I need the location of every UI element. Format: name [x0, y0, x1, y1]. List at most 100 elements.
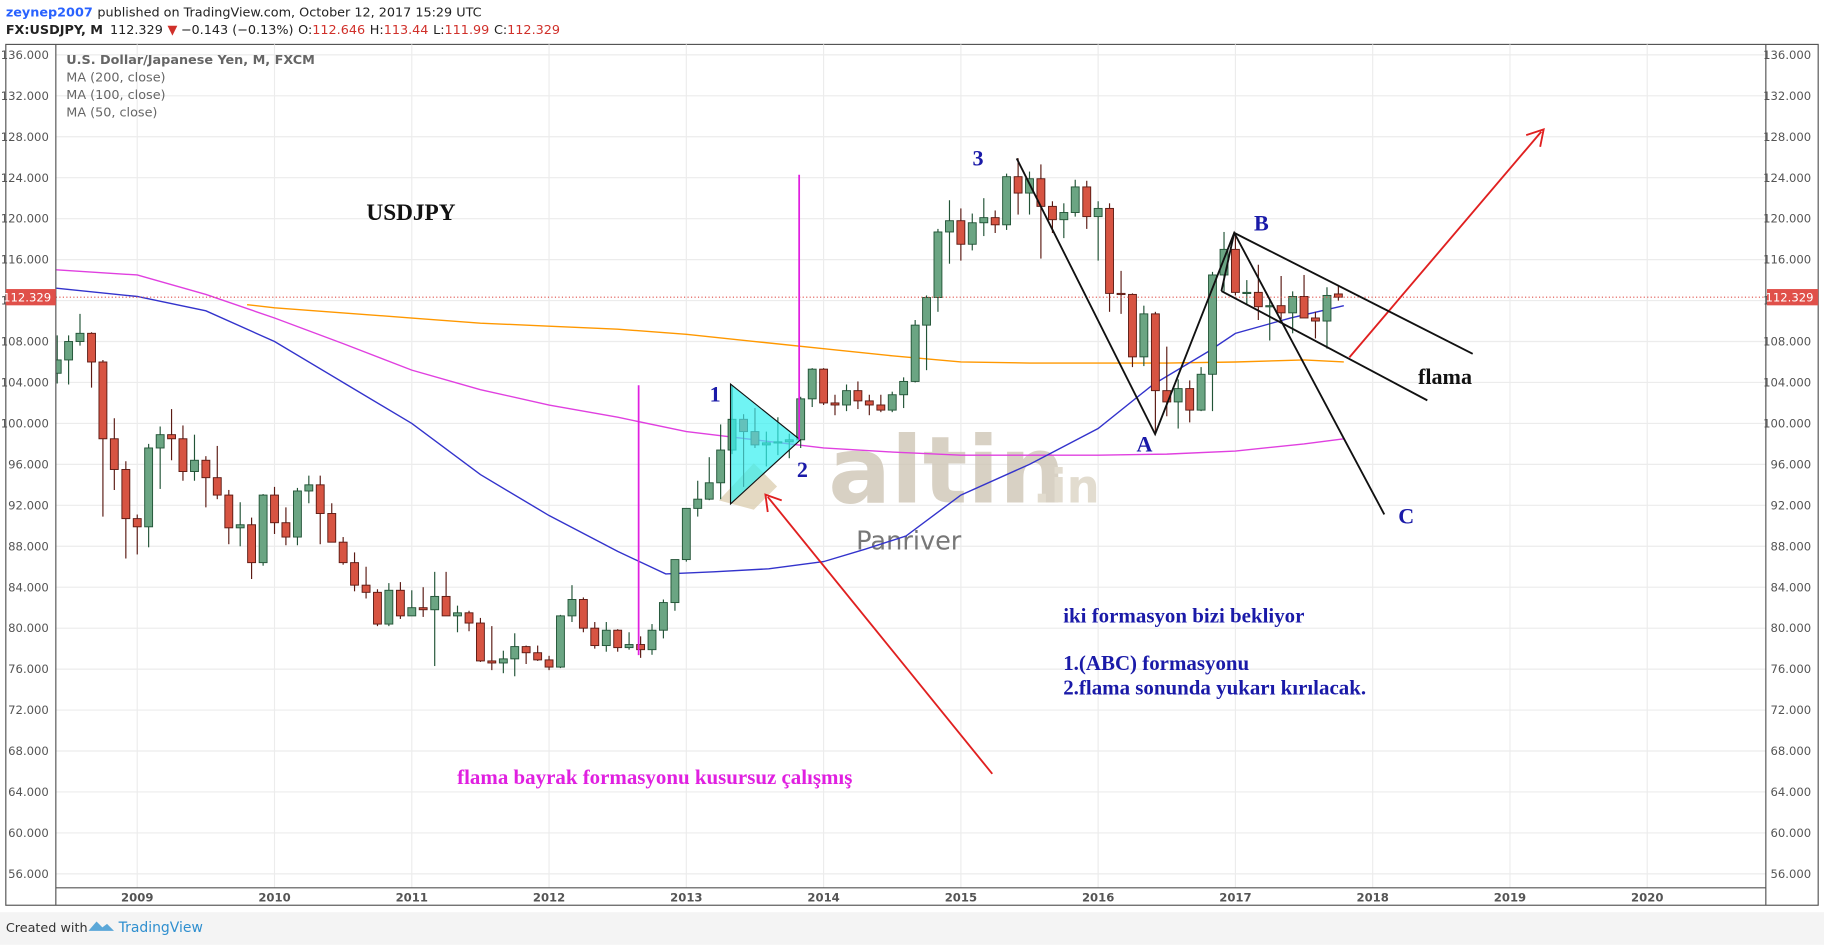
y-tick-label: 128.000 — [1, 130, 49, 144]
x-tick-label: 2019 — [1494, 891, 1526, 905]
x-tick-label: 2015 — [945, 891, 977, 905]
y-tick-label: 132.000 — [1763, 89, 1811, 103]
y-tick-label: 88.000 — [1771, 539, 1812, 553]
wave-label: C — [1398, 504, 1414, 529]
x-tick-label: 2018 — [1357, 891, 1389, 905]
x-tick-label: 2020 — [1631, 891, 1663, 905]
candle-body — [430, 595, 440, 611]
candle-body — [1299, 296, 1309, 319]
candle-body — [624, 644, 634, 649]
pennant-triangle — [729, 382, 802, 506]
candle-body — [235, 524, 245, 529]
author[interactable]: zeynep2007 — [6, 6, 93, 21]
moving-average — [56, 287, 1344, 575]
l-label: L: — [433, 23, 444, 38]
candle-body — [693, 498, 703, 509]
candle-body — [1253, 291, 1263, 308]
candle-body — [716, 449, 726, 484]
candle-body — [407, 607, 417, 617]
c-value: 112.329 — [507, 23, 560, 38]
y-tick-label: 56.000 — [8, 867, 49, 881]
y-tick-label: 64.000 — [8, 785, 49, 799]
candle-body — [967, 222, 977, 245]
candle-body — [270, 494, 279, 524]
y-tick-label: 68.000 — [8, 744, 49, 758]
candle-body — [819, 368, 829, 404]
candle-body — [1013, 176, 1023, 194]
candle-body — [1048, 205, 1057, 221]
candle-body — [361, 584, 371, 593]
candle-body — [1185, 388, 1195, 411]
y-tick-label: 84.000 — [8, 580, 49, 594]
candle-body — [441, 595, 451, 617]
candle-body — [384, 589, 394, 625]
candle-body — [979, 217, 989, 224]
candle-body — [167, 434, 176, 440]
candle-body — [670, 559, 680, 604]
candle-body — [613, 629, 623, 649]
wave-label: B — [1254, 211, 1269, 236]
y-tick-label: 132.000 — [1, 89, 49, 103]
y-tick-label: 60.000 — [1771, 826, 1812, 840]
candle-body — [453, 612, 462, 617]
y-tick-label: 116.000 — [1, 253, 49, 267]
candle-body — [1322, 294, 1332, 322]
note: 2.flama sonunda yukarı kırılacak. — [1063, 676, 1366, 700]
y-tick-label: 104.000 — [1, 376, 49, 390]
candle-body — [830, 402, 840, 406]
candle-body — [556, 615, 565, 668]
candle-body — [1002, 176, 1012, 226]
h-label: H: — [370, 23, 384, 38]
candle-body — [1139, 313, 1149, 358]
y-tick-label: 76.000 — [8, 662, 49, 676]
candle-body — [475, 622, 485, 662]
symbol-note: USDJPY — [366, 200, 455, 226]
candle-body — [373, 591, 382, 625]
candle-body — [487, 660, 497, 664]
candle-body — [418, 607, 428, 611]
candle-body — [87, 332, 96, 363]
header-line-1: zeynep2007 published on TradingView.com, … — [6, 6, 482, 21]
arrow-head — [1525, 127, 1545, 147]
y-tick-label: 104.000 — [1763, 376, 1811, 390]
candle-body — [876, 404, 886, 411]
candle-body — [1128, 293, 1137, 358]
footer-bar — [0, 912, 1824, 945]
candle-body — [144, 447, 154, 528]
y-tick-label: 80.000 — [8, 621, 49, 635]
note: 1.(ABC) formasyonu — [1063, 651, 1249, 675]
candle-body — [933, 231, 943, 298]
candle-body — [212, 477, 222, 496]
wave-label: 3 — [972, 145, 983, 170]
wave-label: 1 — [710, 382, 721, 407]
candle-body — [1059, 212, 1069, 221]
y-tick-label: 80.000 — [1771, 621, 1812, 635]
x-tick-label: 2011 — [396, 891, 428, 905]
watermark-sub: Panriver — [856, 526, 962, 556]
footer-brand[interactable]: TradingView — [118, 920, 203, 936]
candle-body — [1093, 207, 1103, 218]
candle-body — [338, 541, 348, 564]
pennant-lower — [1220, 290, 1428, 402]
legend-entry: MA (200, close) — [66, 71, 165, 86]
y-tick-label: 136.000 — [1, 48, 49, 62]
candle-body — [853, 390, 863, 402]
arrow — [1348, 131, 1543, 358]
moving-average — [246, 303, 1344, 364]
candle-body — [1173, 388, 1183, 403]
candle-body — [247, 524, 257, 564]
candle-body — [121, 469, 131, 520]
y-tick-label: 100.000 — [1763, 416, 1811, 430]
candle-body — [647, 629, 657, 651]
y-tick-label: 68.000 — [1771, 744, 1812, 758]
candle-body — [155, 434, 165, 449]
arrow — [767, 496, 993, 775]
y-tick-label: 92.000 — [8, 498, 49, 512]
abc-lines — [1015, 158, 1386, 515]
watermark-text: altin — [828, 417, 1065, 525]
candle-body — [590, 627, 600, 647]
candle-body — [64, 341, 74, 361]
candle-body — [98, 361, 108, 440]
last: 112.329 — [110, 23, 163, 38]
